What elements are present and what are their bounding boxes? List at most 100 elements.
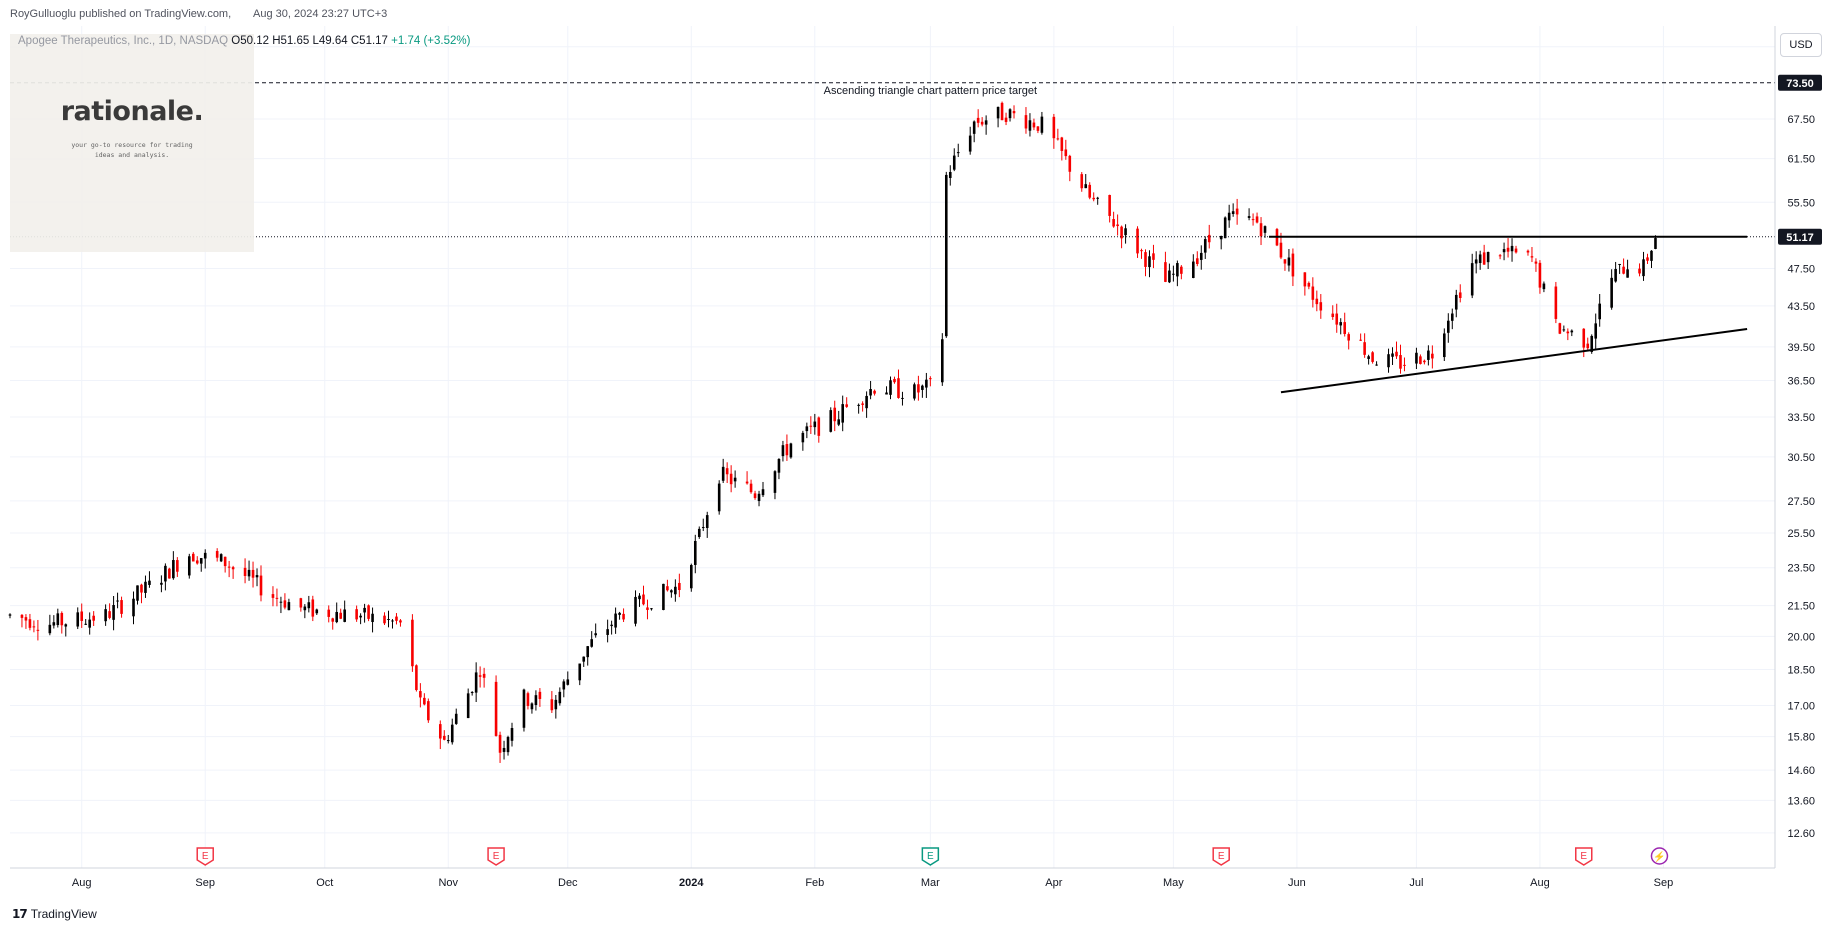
candle <box>845 397 848 408</box>
event-marker-dividend: ⚡ <box>1650 847 1669 865</box>
candle-body <box>701 527 705 529</box>
candle-body <box>367 605 370 619</box>
candle-body <box>1148 256 1151 268</box>
candle <box>1586 337 1590 351</box>
candle <box>1339 318 1343 335</box>
candle-body <box>52 622 56 626</box>
candle-body <box>271 594 275 598</box>
candle <box>913 382 916 401</box>
candle <box>1263 225 1267 238</box>
candle-body <box>1427 350 1430 360</box>
candle <box>1558 322 1562 335</box>
candle <box>1391 347 1394 365</box>
candle <box>1554 281 1558 324</box>
candle <box>108 603 111 620</box>
price-tag-label: 51.17 <box>1786 232 1814 244</box>
candle-body <box>1446 320 1450 333</box>
candle <box>391 619 394 629</box>
candle-body <box>666 586 669 591</box>
candle-body <box>243 567 247 576</box>
candle <box>1227 204 1231 228</box>
candle-body <box>1231 211 1235 215</box>
candle <box>1514 245 1518 254</box>
candle-body <box>1610 277 1613 308</box>
candle-body <box>1247 216 1251 218</box>
candle-body <box>1335 313 1339 325</box>
candle-body <box>283 600 287 608</box>
candle-body <box>1283 259 1287 264</box>
candle-body <box>968 135 972 152</box>
candle <box>1458 284 1462 303</box>
candle-body <box>805 426 809 432</box>
candle-body <box>538 691 542 699</box>
candle <box>88 612 91 635</box>
candle <box>140 583 143 604</box>
candle-body <box>952 155 956 170</box>
candle-body <box>1008 109 1012 119</box>
candle-body <box>303 606 307 611</box>
candle <box>199 557 203 572</box>
candle <box>415 664 418 692</box>
candle-body <box>972 121 976 134</box>
candle-body <box>813 421 817 428</box>
currency-button[interactable]: USD <box>1780 33 1822 57</box>
candle-body <box>446 740 450 742</box>
candle-body <box>1172 273 1175 275</box>
candle <box>52 615 56 629</box>
y-tick-label: 47.50 <box>1787 263 1815 275</box>
candle <box>1415 347 1418 370</box>
candle <box>1255 212 1259 224</box>
candle <box>343 600 346 623</box>
y-tick-label: 17.00 <box>1787 700 1815 712</box>
candle <box>757 490 761 507</box>
candle-body <box>275 597 279 599</box>
candle <box>980 117 984 127</box>
candle <box>801 430 805 451</box>
candle-body <box>1192 261 1195 278</box>
event-marker-earnings-beat: E <box>921 847 940 866</box>
candle-body <box>1375 364 1378 366</box>
candle-body <box>865 395 868 409</box>
candle <box>833 400 837 432</box>
candle-body <box>339 612 342 619</box>
candle-body <box>1207 234 1211 243</box>
candle-body <box>1036 126 1040 131</box>
tradingview-logo[interactable]: 𝟭𝟳 TradingView <box>12 907 97 921</box>
candle-body <box>1618 263 1621 265</box>
candle-body <box>1315 298 1319 305</box>
candle <box>48 614 52 636</box>
candle <box>1614 261 1617 283</box>
event-label: E <box>202 851 209 862</box>
candle <box>753 490 757 500</box>
candle <box>972 120 976 143</box>
candle-body <box>857 404 860 406</box>
candle <box>1056 128 1060 141</box>
candle <box>594 623 597 638</box>
candle-body <box>1116 224 1119 227</box>
candle-body <box>526 693 530 706</box>
candle <box>191 552 195 562</box>
candle <box>219 553 223 563</box>
candle <box>283 593 287 610</box>
candle-body <box>944 174 948 337</box>
candle-body <box>144 581 147 593</box>
candle-body <box>1291 253 1295 277</box>
candle <box>84 619 87 626</box>
candle <box>1287 248 1291 272</box>
event-marker-earnings: E <box>487 847 505 866</box>
candle-body <box>1168 270 1171 283</box>
candle-body <box>1040 116 1044 133</box>
legend-ohlc: O50.12 H51.65 L49.64 C51.17 <box>231 35 388 47</box>
candle-body <box>395 616 398 621</box>
price-chart[interactable]: Ascending triangle chart pattern price t… <box>0 0 1835 898</box>
candle-body <box>1235 208 1239 215</box>
candle <box>1172 265 1175 282</box>
candle <box>1478 250 1482 270</box>
candle <box>116 592 119 609</box>
candle-body <box>889 380 892 395</box>
x-tick-label: Jun <box>1288 877 1306 889</box>
candle-body <box>1534 261 1538 264</box>
price-tag <box>1778 74 1822 91</box>
candle <box>1530 247 1534 263</box>
x-tick-label: Feb <box>805 877 824 889</box>
